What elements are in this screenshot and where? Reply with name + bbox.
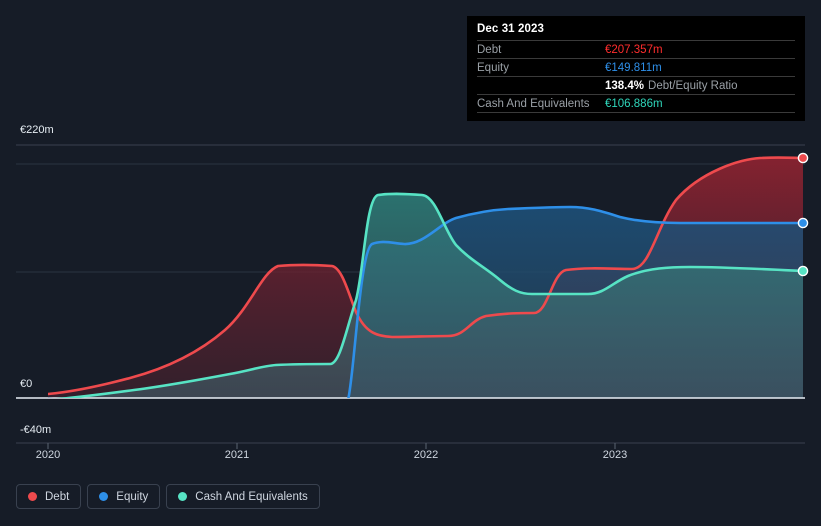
chart-tooltip: Dec 31 2023 Debt €207.357m Equity €149.8… xyxy=(467,16,805,121)
tooltip-label-equity: Equity xyxy=(477,61,509,74)
legend-label-debt: Debt xyxy=(45,490,70,503)
chart-legend: Debt Equity Cash And Equivalents xyxy=(16,484,320,509)
x-axis-label-2021: 2021 xyxy=(224,449,250,461)
tooltip-label-debt: Debt xyxy=(477,43,502,56)
legend-item-equity[interactable]: Equity xyxy=(87,484,161,509)
legend-color-dot-equity xyxy=(99,492,109,501)
legend-label-cash: Cash And Equivalents xyxy=(195,490,308,503)
x-axis-label-2022: 2022 xyxy=(413,449,439,461)
tooltip-row-ratio: 138.4% Debt/Equity Ratio xyxy=(477,76,795,94)
endpoint-debt xyxy=(797,152,809,164)
endpoint-equity xyxy=(797,217,809,229)
tooltip-row-debt: Debt €207.357m xyxy=(477,40,795,58)
y-axis-label-min: -€40m xyxy=(20,424,52,436)
series-lines xyxy=(48,156,805,398)
legend-color-dot-cash xyxy=(178,492,188,501)
legend-item-cash[interactable]: Cash And Equivalents xyxy=(166,484,320,509)
tooltip-row-equity: Equity €149.811m xyxy=(477,58,795,76)
tooltip-value-debt: €207.357m xyxy=(605,43,663,56)
line-equity xyxy=(48,205,805,398)
y-axis-label-zero: €0 xyxy=(20,378,37,390)
endpoint-cash xyxy=(797,265,809,277)
legend-color-dot-debt xyxy=(28,492,37,501)
legend-item-debt[interactable]: Debt xyxy=(16,484,82,509)
line-cash xyxy=(55,192,805,398)
tooltip-ratio-line: 138.4% Debt/Equity Ratio xyxy=(605,80,738,92)
legend-label-equity: Equity xyxy=(116,490,149,503)
series-areas xyxy=(48,157,803,398)
y-axis-label-max: €220m xyxy=(20,124,54,136)
tooltip-ratio-value: 138.4% xyxy=(605,79,645,92)
x-axis-label-2023: 2023 xyxy=(602,449,628,461)
area-cash xyxy=(48,193,803,398)
series-endpoints xyxy=(797,152,809,277)
tooltip-date: Dec 31 2023 xyxy=(477,23,544,35)
tooltip-value-cash: €106.886m xyxy=(605,97,663,110)
x-axis xyxy=(16,442,805,449)
tooltip-value-equity: €149.811m xyxy=(605,61,662,74)
tooltip-ratio-label: Debt/Equity Ratio xyxy=(648,79,738,92)
tooltip-label-cash: Cash And Equivalents xyxy=(477,97,590,110)
x-axis-label-2020: 2020 xyxy=(35,449,61,461)
tooltip-row-cash: Cash And Equivalents €106.886m xyxy=(477,94,795,113)
